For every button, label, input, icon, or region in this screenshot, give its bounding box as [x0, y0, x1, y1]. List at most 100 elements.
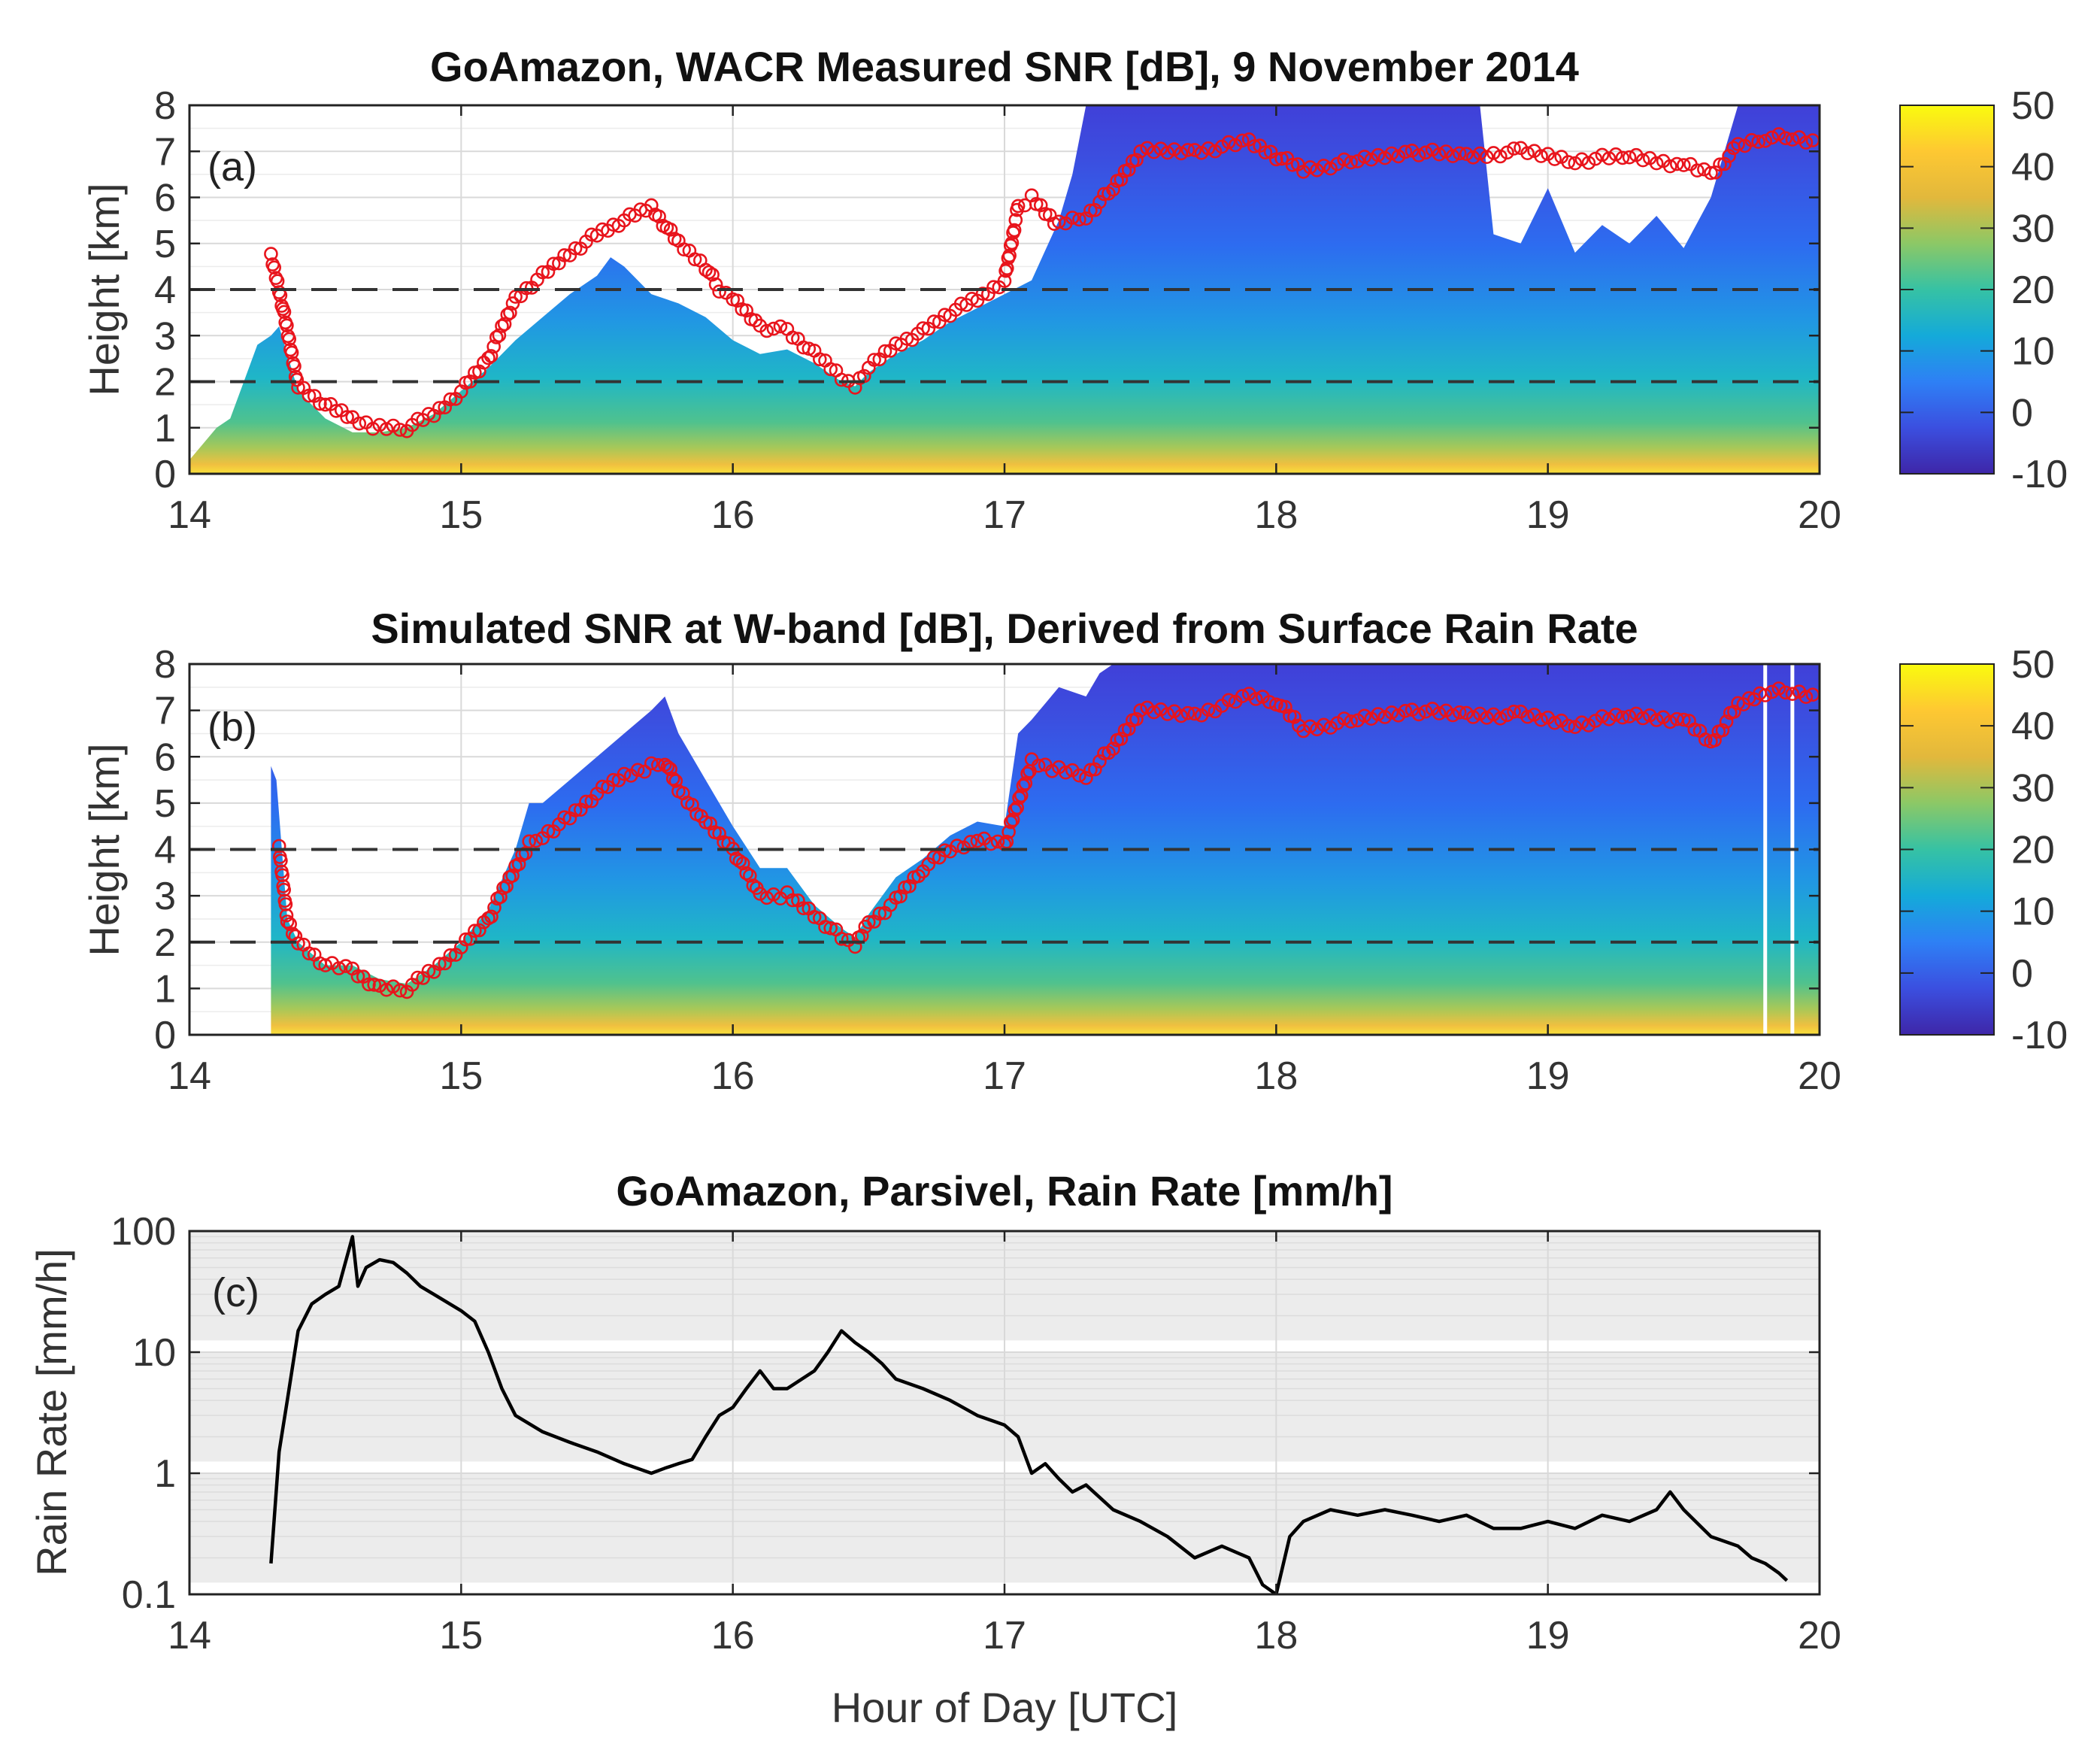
- echo-top-marker: [999, 835, 1014, 849]
- echo-top-marker: [289, 372, 305, 387]
- echo-top-marker: [1005, 812, 1020, 827]
- echo-top-marker: [1677, 158, 1691, 172]
- echo-top-marker: [1670, 156, 1684, 171]
- echo-top-marker: [1317, 159, 1331, 173]
- echo-top-marker: [287, 359, 302, 374]
- echo-top-marker: [1020, 766, 1035, 781]
- echo-top-marker: [529, 833, 544, 848]
- panel-c-ylabel: Rain Rate [mm/h]: [28, 1248, 75, 1576]
- echo-top-marker: [1602, 151, 1617, 165]
- echo-top-marker: [497, 317, 512, 332]
- y-tick-label: 8: [154, 84, 176, 128]
- y-tick-label: 1: [154, 967, 176, 1011]
- echo-top-marker: [1568, 156, 1583, 171]
- y-tick-label: 10: [132, 1331, 176, 1375]
- echo-top-marker: [1717, 156, 1732, 171]
- echo-top-marker: [834, 932, 849, 946]
- echo-top-marker: [338, 959, 353, 973]
- echo-top-marker: [1708, 732, 1722, 748]
- echo-top-marker: [1500, 708, 1514, 723]
- echo-top-marker: [986, 280, 1001, 295]
- echo-top-marker: [759, 323, 774, 338]
- echo-top-marker: [279, 908, 294, 923]
- echo-top-marker: [1248, 692, 1263, 706]
- x-tick-label: 15: [439, 493, 483, 537]
- echo-top-marker: [472, 923, 486, 938]
- echo-top-marker: [1480, 711, 1494, 725]
- echo-top-marker: [687, 252, 702, 267]
- echo-top-marker: [372, 417, 387, 432]
- echo-top-marker: [1174, 146, 1189, 161]
- x-axis-label: Hour of Day [UTC]: [832, 1684, 1178, 1731]
- echo-top-marker: [275, 868, 289, 883]
- echo-top-marker: [1344, 155, 1358, 170]
- y-tick-label: 1: [154, 1452, 176, 1496]
- echo-top-marker: [1486, 146, 1501, 160]
- echo-top-marker: [291, 381, 305, 395]
- echo-top-marker: [1727, 705, 1741, 719]
- echo-top-marker: [1595, 709, 1610, 723]
- echo-top-marker: [535, 265, 550, 280]
- echo-top-marker: [318, 958, 333, 972]
- echo-top-marker: [1337, 152, 1351, 167]
- y-tick-label: 8: [154, 643, 176, 687]
- echo-top-marker: [1337, 711, 1351, 726]
- echo-top-marker: [1687, 722, 1702, 737]
- echo-top-marker: [1014, 788, 1029, 803]
- echo-top-marker: [606, 772, 621, 787]
- panel-c-x-ticks: 14 15 16 17 18 19 20: [168, 1231, 1841, 1657]
- echo-top-marker: [1133, 703, 1147, 717]
- echo-top-marker: [1092, 195, 1107, 209]
- echo-top-marker: [432, 401, 447, 415]
- echo-top-marker: [1486, 707, 1501, 722]
- echo-top-marker: [1102, 186, 1116, 201]
- echo-top-marker: [392, 423, 408, 437]
- echo-top-marker: [1303, 719, 1317, 734]
- echo-top-marker: [862, 915, 876, 930]
- echo-top-marker: [332, 961, 347, 975]
- echo-top-marker: [411, 970, 425, 985]
- echo-top-marker: [1147, 144, 1161, 159]
- x-tick-label: 14: [168, 1614, 211, 1657]
- y-tick-label: 6: [154, 177, 176, 220]
- echo-top-marker: [1114, 732, 1129, 746]
- echo-top-marker: [823, 921, 838, 936]
- panel-b-dashed-lines: [189, 848, 1820, 944]
- panel-a-colorbar: [1899, 105, 1995, 475]
- echo-top-marker: [505, 869, 520, 883]
- echo-top-marker: [1547, 152, 1562, 166]
- echo-top-marker: [392, 983, 408, 998]
- echo-top-marker: [1160, 707, 1175, 721]
- echo-top-marker: [1722, 149, 1736, 163]
- y-tick-label: 5: [154, 223, 176, 266]
- echo-top-marker: [481, 350, 495, 365]
- echo-top-marker: [1371, 707, 1386, 721]
- echo-top-marker: [1310, 722, 1324, 737]
- echo-top-marker: [1088, 762, 1102, 777]
- echo-top-marker: [1561, 155, 1576, 169]
- echo-top-marker: [1160, 145, 1175, 160]
- echo-top-marker: [785, 330, 800, 345]
- colorbar-tick-label: 0: [2011, 391, 2033, 435]
- echo-top-marker: [1758, 688, 1772, 702]
- echo-top-marker: [1330, 156, 1344, 171]
- echo-top-marker: [487, 900, 502, 915]
- echo-top-marker: [990, 834, 1005, 849]
- echo-top-marker: [1452, 705, 1467, 720]
- echo-top-marker: [264, 247, 278, 261]
- echo-top-marker: [983, 836, 998, 851]
- echo-top-marker: [663, 762, 677, 777]
- echo-top-marker: [489, 330, 504, 344]
- colorbar-tick-label: 50: [2011, 643, 2055, 687]
- echo-top-marker: [1507, 141, 1521, 156]
- echo-top-marker: [1649, 713, 1664, 727]
- panel-a-echo-top-markers: [264, 127, 1820, 438]
- echo-top-marker: [1547, 715, 1562, 730]
- echo-top-marker: [1106, 182, 1120, 197]
- colorbar-tick-label: -10: [2011, 453, 2068, 496]
- echo-top-marker: [926, 850, 941, 865]
- echo-top-marker: [1507, 704, 1521, 719]
- echo-top-marker: [1201, 702, 1216, 717]
- echo-top-marker: [1649, 156, 1664, 171]
